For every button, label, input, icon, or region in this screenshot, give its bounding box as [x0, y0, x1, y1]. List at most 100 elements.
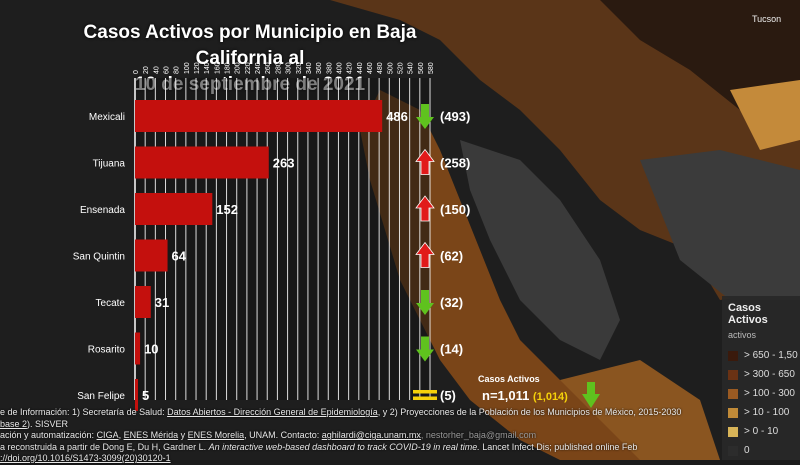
- x-tick-label: 320: [296, 62, 303, 74]
- x-tick-label: 200: [235, 62, 242, 74]
- footer-link-enes-morelia[interactable]: ENES Morelia: [187, 430, 245, 440]
- x-tick-label: 280: [275, 62, 282, 74]
- x-tick-label: 100: [184, 62, 191, 74]
- x-tick-label: 240: [255, 62, 262, 74]
- bar: [135, 379, 138, 411]
- x-tick-label: 140: [204, 62, 211, 74]
- legend-swatch: [728, 426, 738, 437]
- legend-label: > 650 - 1,50: [744, 350, 798, 361]
- up-arrow-icon: [415, 148, 435, 175]
- previous-value-label: (14): [440, 342, 463, 357]
- chart-title-line1: Casos Activos por Municipio en Baja Cali…: [83, 22, 417, 69]
- x-tick-label: 480: [377, 62, 384, 74]
- footer-link-datos-abiertos[interactable]: Datos Abiertos - Dirección General de Ep…: [167, 407, 378, 417]
- legend-item: > 100 - 300: [728, 384, 800, 403]
- x-tick-label: 40: [153, 66, 160, 74]
- x-tick-label: 500: [387, 62, 394, 74]
- x-tick-label: 300: [286, 62, 293, 74]
- footer-link-email[interactable]: aghilardi@ciga.unam.mx: [321, 430, 421, 440]
- x-tick-label: 360: [316, 62, 323, 74]
- footer-sources: e de Información: 1) Secretaría de Salud…: [0, 407, 720, 465]
- map-region-coast: [560, 360, 720, 460]
- equal-icon: [413, 390, 437, 400]
- bar: [135, 193, 213, 225]
- category-label: San Quintin: [73, 252, 125, 263]
- x-tick-label: 0: [133, 70, 140, 74]
- x-tick-label: 80: [174, 66, 181, 74]
- category-label: Ensenada: [80, 205, 125, 216]
- data-label: 64: [172, 249, 187, 264]
- legend-item: > 0 - 10: [728, 422, 800, 441]
- legend-swatch: [728, 350, 738, 361]
- previous-value-label: (32): [440, 295, 463, 310]
- x-tick-label: 260: [265, 62, 272, 74]
- legend-swatch: [728, 445, 738, 456]
- summary-down-arrow-icon: [582, 382, 600, 408]
- x-tick-label: 540: [408, 62, 415, 74]
- x-tick-label: 520: [397, 62, 404, 74]
- up-arrow-icon: [415, 195, 435, 222]
- data-label: 486: [386, 109, 408, 124]
- x-tick-label: 220: [245, 62, 252, 74]
- footer-link-doi[interactable]: ://doi.org/10.1016/S1473-3099(20)30120-1: [0, 453, 171, 463]
- down-arrow-icon: [416, 290, 434, 315]
- down-arrow-icon: [416, 104, 434, 129]
- map-region-highlight: [730, 80, 800, 150]
- previous-value-label: (5): [440, 388, 456, 403]
- map-legend: Casos Activos activos > 650 - 1,50 > 300 …: [722, 296, 800, 460]
- footer-line-4: a reconstruida a partir de Dong E, Du H,…: [0, 441, 638, 452]
- legend-label: > 10 - 100: [744, 407, 790, 418]
- legend-label: > 0 - 10: [744, 426, 779, 437]
- category-label: San Felipe: [77, 391, 125, 402]
- map-region-south: [640, 150, 800, 300]
- summary-total-line: n=1,011 (1,014): [482, 388, 568, 403]
- x-tick-label: 380: [326, 62, 333, 74]
- map-label-tucson: Tucson: [752, 14, 782, 24]
- data-label: 152: [216, 202, 238, 217]
- bar: [135, 239, 168, 272]
- footer-line-3: ación y automatización: CIGA, ENES Mérid…: [0, 430, 537, 440]
- summary-previous: (1,014): [532, 391, 568, 403]
- legend-item: > 300 - 650: [728, 365, 800, 384]
- x-tick-label: 400: [336, 62, 343, 74]
- x-tick-label: 120: [194, 62, 201, 74]
- legend-swatch: [728, 407, 738, 418]
- bar: [135, 286, 151, 318]
- bar: [135, 100, 383, 132]
- legend-subtitle: activos: [728, 330, 757, 340]
- footer-line-1: e de Información: 1) Secretaría de Salud…: [0, 407, 682, 417]
- x-tick-label: 340: [306, 62, 313, 74]
- x-tick-label: 180: [225, 62, 232, 74]
- data-label: 10: [144, 342, 158, 357]
- bar: [135, 146, 269, 179]
- legend-item: 0: [728, 441, 800, 460]
- map-region-baja-light: [460, 140, 620, 360]
- x-tick-label: 20: [143, 66, 150, 74]
- category-label: Rosarito: [88, 345, 126, 356]
- footer-link-ciga[interactable]: CIGA: [96, 430, 119, 440]
- map-region-baja: [360, 90, 700, 460]
- bar: [135, 332, 141, 365]
- x-tick-label: 420: [347, 62, 354, 74]
- legend-item: > 10 - 100: [728, 403, 800, 422]
- footer-line-2: base 2). SISVER: [0, 418, 69, 429]
- data-label: 5: [142, 388, 149, 403]
- previous-value-label: (150): [440, 202, 470, 217]
- category-label: Mexicali: [89, 112, 125, 123]
- x-tick-label: 560: [418, 62, 425, 74]
- x-tick-label: 60: [164, 66, 171, 74]
- footer-link-enes-merida[interactable]: ENES Mérida: [123, 430, 179, 440]
- previous-value-label: (258): [440, 156, 470, 171]
- previous-value-label: (62): [440, 249, 463, 264]
- category-label: Tecate: [96, 298, 126, 309]
- category-label: Tijuana: [93, 159, 126, 170]
- down-arrow-icon: [416, 336, 434, 362]
- x-tick-label: 440: [357, 62, 364, 74]
- x-tick-label: 580: [428, 62, 435, 74]
- previous-value-label: (493): [440, 109, 470, 124]
- summary-total: n=1,011: [482, 388, 530, 403]
- footer-link-base[interactable]: base 2: [0, 418, 28, 429]
- legend-title: Casos Activos: [728, 302, 768, 326]
- legend-swatch: [728, 369, 738, 380]
